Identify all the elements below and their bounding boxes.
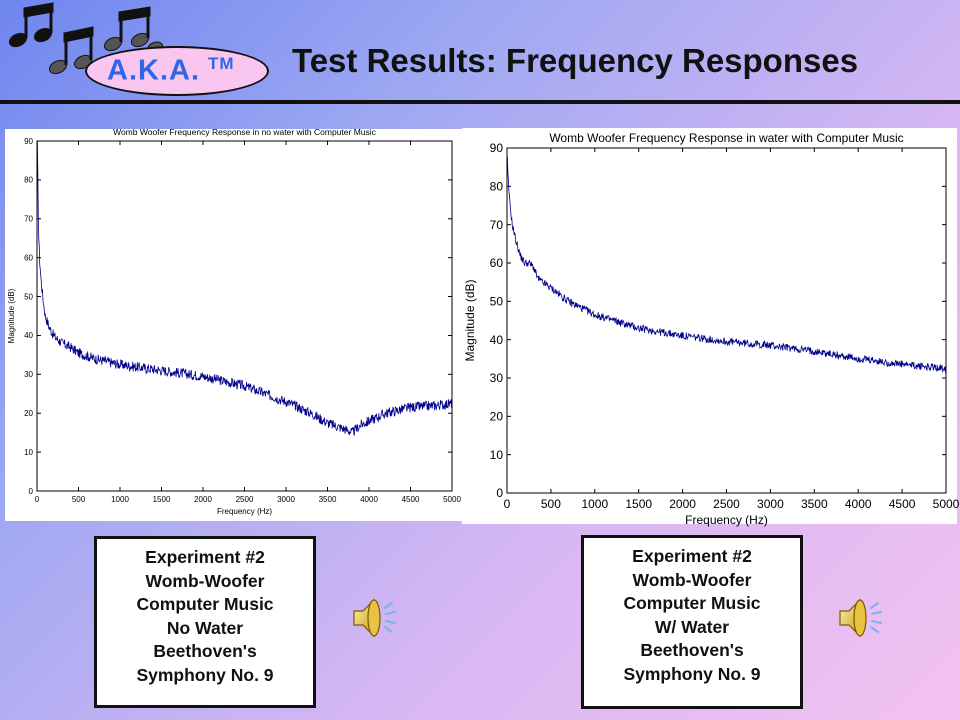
logo-text: A.K.A. TM (107, 54, 235, 88)
x-axis-label: Frequency (Hz) (217, 507, 272, 516)
x-tick-label: 500 (541, 497, 561, 511)
x-tick-label: 2000 (669, 497, 696, 511)
chart-panel-water: Womb Woofer Frequency Response in water … (462, 128, 960, 527)
x-tick-label: 4000 (845, 497, 872, 511)
logo-oval (85, 46, 269, 96)
plot-area (506, 147, 947, 494)
caption-line: Symphony No. 9 (136, 664, 274, 685)
x-tick-label: 4500 (402, 495, 420, 504)
music-notes-icon (8, 2, 164, 75)
caption-water: Experiment #2 Womb-Woofer Computer Music… (581, 535, 803, 709)
x-tick-label: 500 (72, 495, 86, 504)
chart-water: Womb Woofer Frequency Response in water … (463, 131, 960, 527)
caption-line: Experiment #2 (145, 547, 265, 567)
y-axis-label: Magnitude (dB) (7, 288, 16, 343)
y-tick-label: 10 (490, 448, 504, 462)
y-tick-label: 0 (496, 486, 503, 500)
chart-title: Womb Woofer Frequency Response in no wat… (113, 127, 377, 137)
y-tick-label: 50 (24, 292, 33, 301)
speaker-icon[interactable] (836, 594, 884, 642)
x-tick-label: 1500 (153, 495, 171, 504)
y-tick-label: 20 (490, 410, 504, 424)
y-tick-label: 90 (24, 137, 33, 146)
x-tick-label: 0 (504, 497, 511, 511)
x-tick-label: 3000 (277, 495, 295, 504)
x-tick-label: 1000 (111, 495, 129, 504)
y-tick-label: 50 (490, 295, 504, 309)
caption-line: Computer Music (623, 593, 761, 613)
x-tick-label: 1500 (625, 497, 652, 511)
caption-line: Beethoven's (153, 641, 257, 661)
x-tick-label: 3500 (801, 497, 828, 511)
caption-line: Symphony No. 9 (623, 663, 761, 684)
y-tick-label: 10 (24, 448, 33, 457)
chart-title: Womb Woofer Frequency Response in water … (549, 131, 903, 145)
caption-line: Beethoven's (640, 640, 744, 660)
x-tick-label: 5000 (443, 495, 461, 504)
x-tick-label: 5000 (933, 497, 960, 511)
y-tick-label: 30 (490, 371, 504, 385)
caption-line: Computer Music (136, 594, 274, 614)
speaker-icon[interactable] (350, 594, 398, 642)
x-tick-label: 3500 (319, 495, 337, 504)
chart-no-water: Womb Woofer Frequency Response in no wat… (7, 127, 462, 516)
logo: A.K.A. TM (0, 0, 290, 100)
header-divider (0, 100, 960, 104)
y-tick-label: 60 (490, 256, 504, 270)
y-tick-label: 0 (29, 487, 34, 496)
plot-area (36, 140, 453, 492)
x-tick-label: 2000 (194, 495, 212, 504)
logo-name: A.K.A. (107, 54, 200, 87)
series-line (507, 156, 947, 374)
y-tick-label: 30 (24, 370, 33, 379)
y-tick-label: 40 (24, 331, 33, 340)
y-tick-label: 80 (490, 180, 504, 194)
x-axis-label: Frequency (Hz) (685, 513, 768, 527)
x-tick-label: 3000 (757, 497, 784, 511)
caption-no-water: Experiment #2 Womb-Woofer Computer Music… (94, 536, 316, 708)
caption-line: No Water (166, 617, 244, 638)
y-tick-label: 70 (490, 218, 504, 232)
x-tick-label: 4000 (360, 495, 378, 504)
y-tick-label: 40 (490, 333, 504, 347)
page-title: Test Results: Frequency Responses (292, 42, 859, 79)
caption-line: Womb-Woofer (145, 570, 265, 591)
x-tick-label: 2500 (713, 497, 740, 511)
y-tick-label: 60 (24, 253, 33, 262)
logo-trademark: TM (208, 54, 235, 73)
y-tick-label: 80 (24, 176, 33, 185)
x-tick-label: 0 (35, 495, 40, 504)
series-line (37, 140, 453, 436)
chart-panel-no-water: Womb Woofer Frequency Response in no wat… (5, 127, 463, 521)
x-tick-label: 1000 (581, 497, 608, 511)
y-axis-label: Magnitude (dB) (463, 279, 477, 361)
x-tick-label: 4500 (889, 497, 916, 511)
x-tick-label: 2500 (236, 495, 254, 504)
caption-line: W/ Water (654, 616, 730, 637)
caption-line: Womb-Woofer (632, 569, 752, 590)
y-tick-label: 70 (24, 215, 33, 224)
y-tick-label: 20 (24, 409, 33, 418)
caption-line: Experiment #2 (632, 546, 752, 566)
y-tick-label: 90 (490, 141, 504, 155)
